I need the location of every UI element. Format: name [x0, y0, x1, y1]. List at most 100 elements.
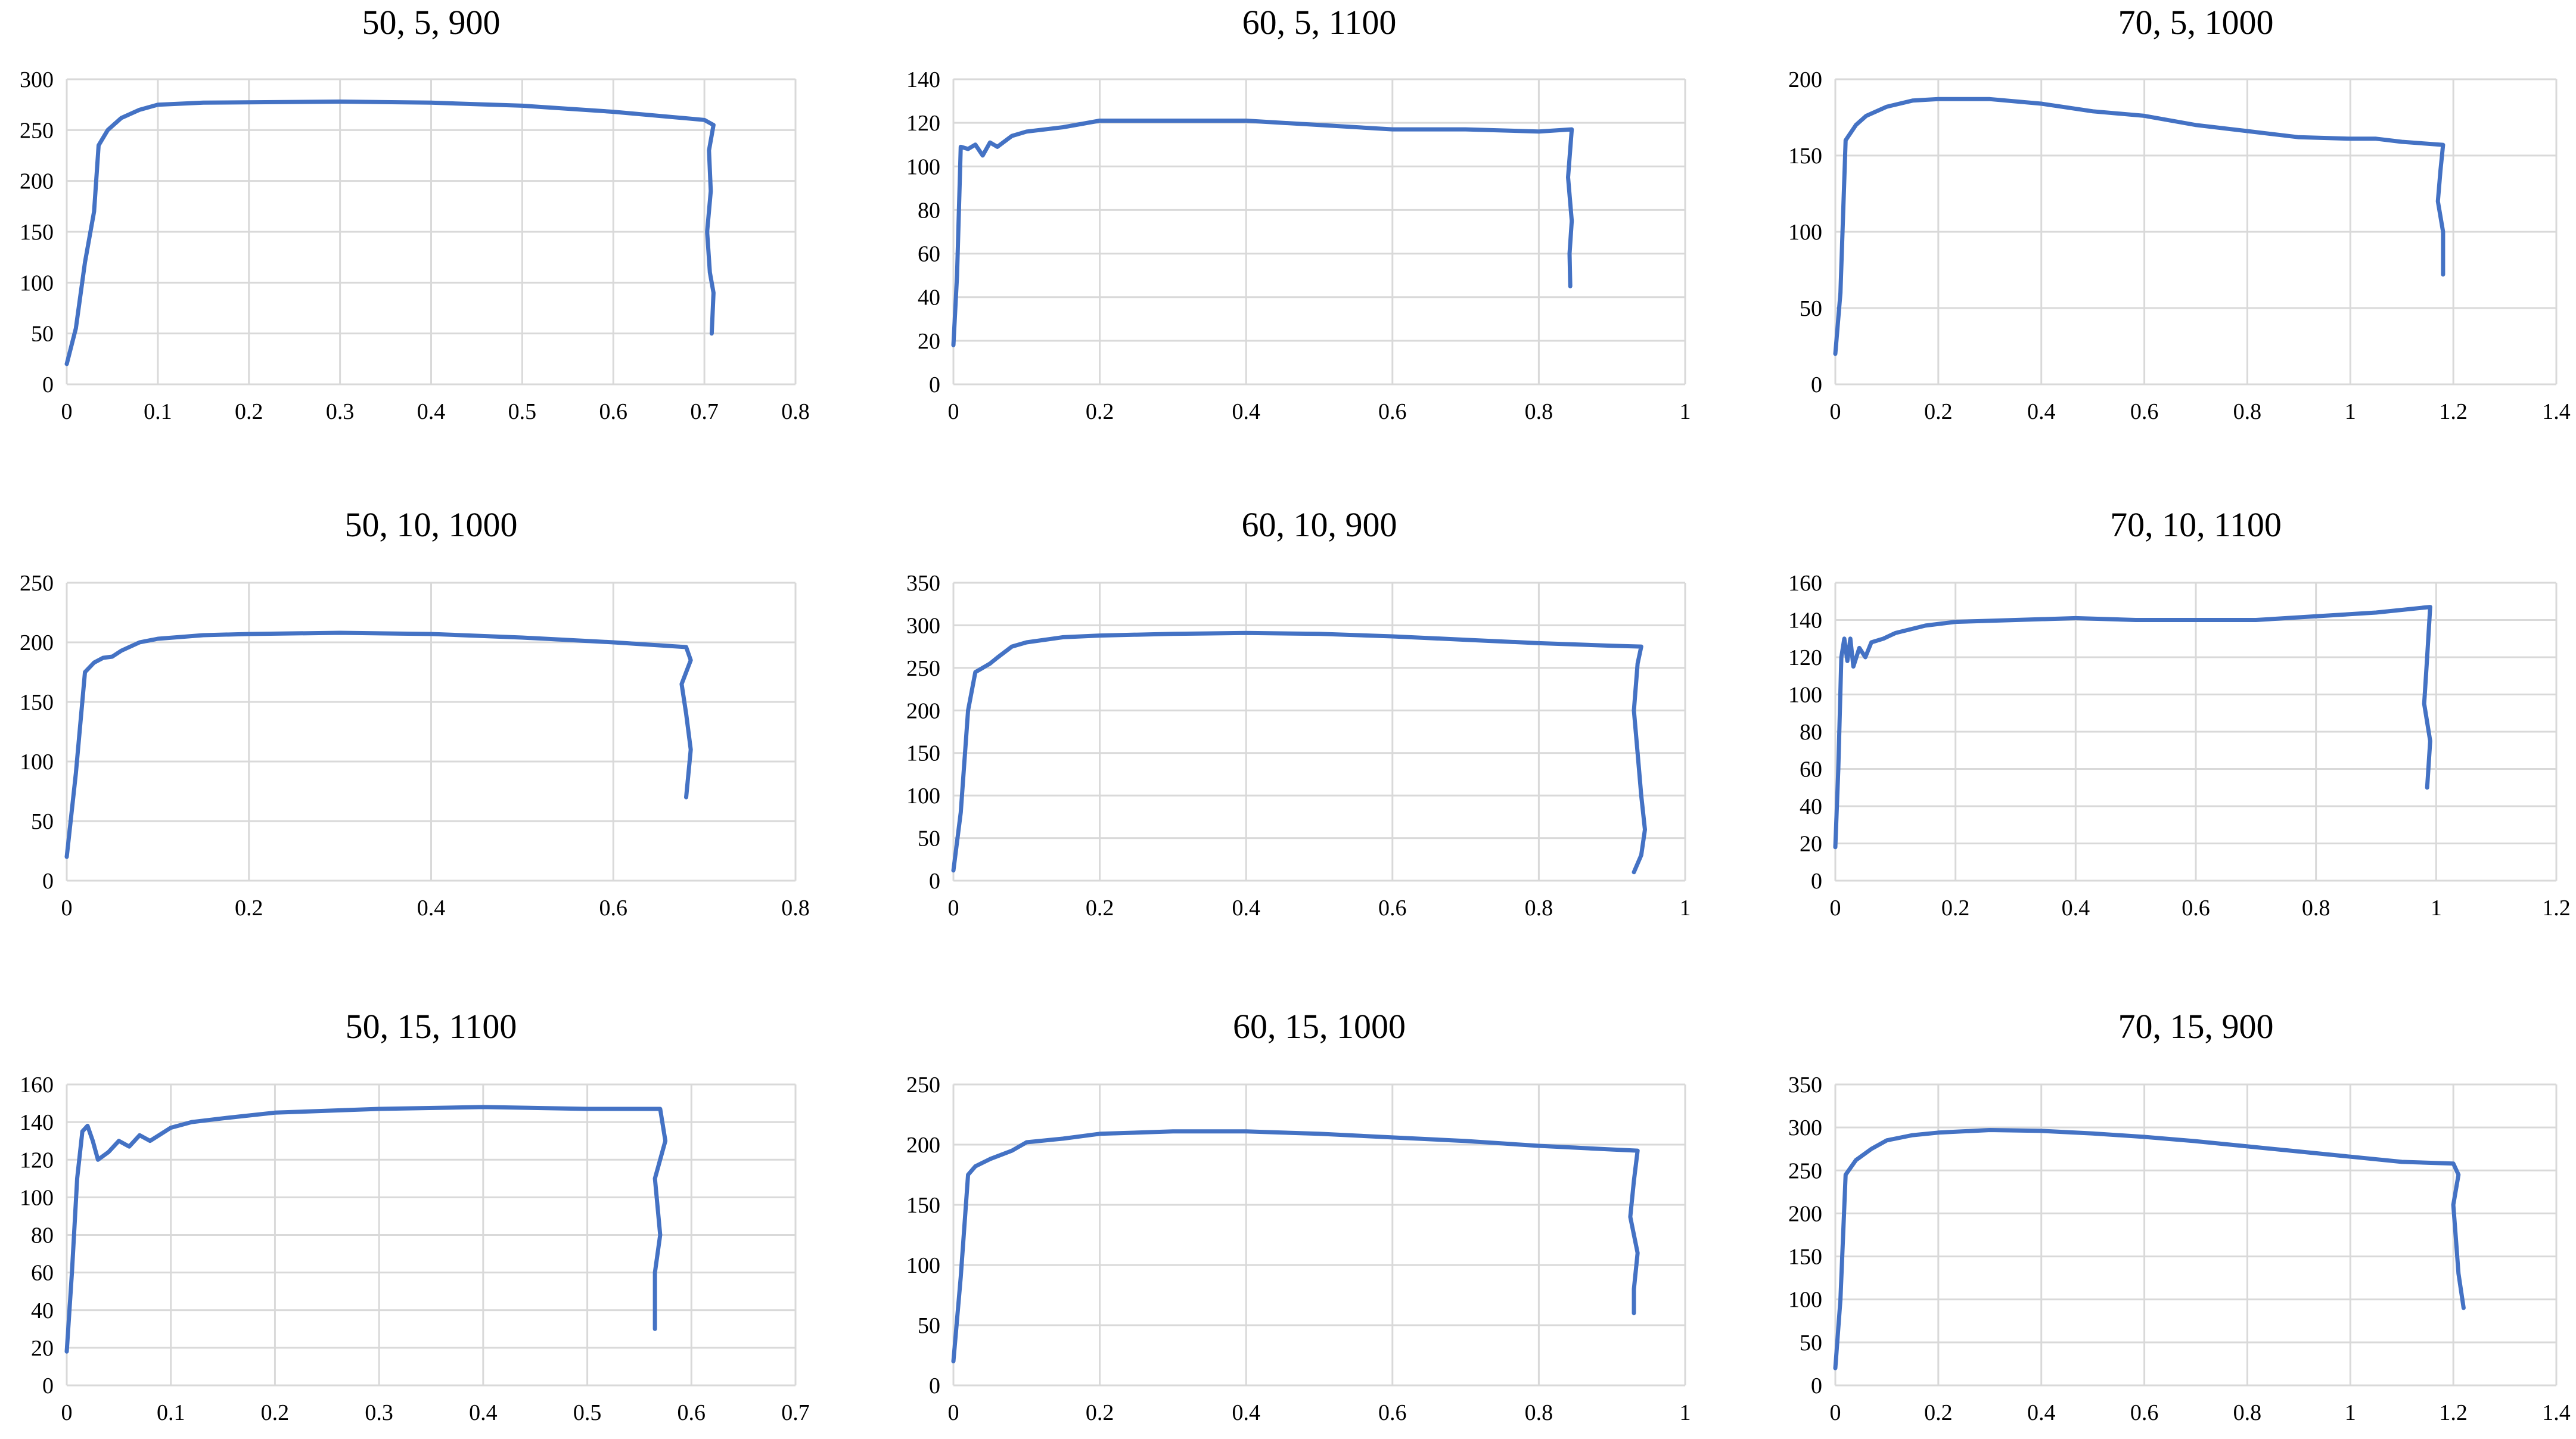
x-tick-label: 0.2	[1924, 1400, 1953, 1425]
x-tick-label: 0.5	[508, 399, 537, 424]
stress-strain-line	[64, 1105, 668, 1354]
chart-panel: 60, 5, 1100 0 20 40 60 80 100 120 140 0 0.2 0.4 0.6 0…	[906, 3, 1691, 424]
y-tick-label: 0	[929, 869, 940, 894]
y-tick-label: 200	[1788, 1201, 1822, 1226]
chart-panel: 70, 10, 1100 0 20 40 60 80 100 120 140 160 0 0.2 0.4…	[1788, 505, 2571, 921]
x-tick-label: 0.2	[1086, 1400, 1114, 1425]
x-tick-label: 0.6	[2130, 1400, 2159, 1425]
chart-panel: 60, 10, 900 0 50 100 150 200 250 300 350 0 0.2 0.4 0…	[906, 505, 1691, 921]
x-tick-label: 1	[2431, 896, 2442, 921]
x-tick-label: 0	[948, 896, 959, 921]
x-tick-label: 0.4	[1232, 399, 1260, 424]
y-tick-label: 60	[918, 242, 940, 267]
y-tick-label: 140	[20, 1110, 54, 1135]
y-tick-label: 80	[31, 1223, 54, 1248]
y-tick-label: 250	[20, 118, 54, 143]
y-tick-label: 120	[20, 1148, 54, 1173]
y-tick-label: 160	[1788, 571, 1822, 596]
y-tick-label: 300	[906, 613, 940, 638]
chart-title: 50, 15, 1100	[346, 1007, 517, 1046]
y-tick-label: 150	[906, 741, 940, 766]
y-tick-label: 0	[42, 1373, 54, 1398]
y-tick-label: 120	[906, 111, 940, 136]
x-tick-label: 1	[1680, 896, 1691, 921]
x-tick-label: 0.4	[417, 896, 446, 921]
chart-panel: 70, 15, 900 0 50 100 150 200 250 300 350 0 0.2 0.4 0…	[1788, 1007, 2571, 1425]
x-tick-label: 0.8	[1525, 399, 1553, 424]
stress-strain-line	[64, 630, 693, 859]
chart-title: 50, 5, 900	[362, 3, 501, 42]
y-tick-label: 100	[906, 784, 940, 809]
x-tick-label: 0.8	[1525, 896, 1553, 921]
y-tick-label: 40	[1800, 794, 1822, 819]
y-tick-label: 100	[1788, 683, 1822, 708]
x-tick-label: 0.6	[1378, 399, 1407, 424]
y-tick-label: 120	[1788, 645, 1822, 670]
x-tick-label: 0	[1830, 1400, 1841, 1425]
x-tick-label: 0.6	[2182, 896, 2210, 921]
x-tick-label: 0.6	[2130, 399, 2159, 424]
y-tick-label: 250	[20, 571, 54, 596]
y-tick-label: 200	[20, 630, 54, 655]
x-tick-label: 1	[2345, 399, 2356, 424]
y-tick-label: 0	[42, 869, 54, 894]
x-tick-label: 1	[1680, 399, 1691, 424]
x-tick-label: 0.1	[144, 399, 172, 424]
chart-title: 60, 5, 1100	[1242, 3, 1397, 42]
y-tick-label: 100	[1788, 220, 1822, 245]
y-tick-label: 50	[1800, 1331, 1822, 1356]
x-tick-label: 0.4	[2027, 1400, 2056, 1425]
y-tick-label: 200	[1788, 67, 1822, 92]
y-tick-label: 250	[906, 656, 940, 681]
y-tick-label: 50	[918, 1313, 940, 1338]
y-tick-label: 60	[31, 1261, 54, 1286]
chart-panel: 50, 15, 1100 0 20 40 60 80 100 120 140 160 0 0.1 0.2…	[20, 1007, 810, 1425]
x-tick-label: 0.8	[781, 399, 810, 424]
y-tick-label: 160	[20, 1073, 54, 1098]
x-tick-label: 0.8	[2233, 1400, 2262, 1425]
y-tick-label: 100	[906, 154, 940, 179]
x-tick-label: 0.8	[781, 896, 810, 921]
y-tick-label: 80	[1800, 720, 1822, 745]
x-tick-label: 0	[948, 1400, 959, 1425]
y-tick-label: 150	[1788, 1245, 1822, 1270]
x-tick-label: 0.8	[1525, 1400, 1553, 1425]
x-tick-label: 1	[2345, 1400, 2356, 1425]
chart-title: 70, 10, 1100	[2110, 505, 2282, 544]
x-tick-label: 1	[1680, 1400, 1691, 1425]
x-tick-label: 0.2	[235, 896, 263, 921]
stress-strain-line	[951, 630, 1647, 875]
x-tick-label: 0	[948, 399, 959, 424]
y-tick-label: 350	[1788, 1073, 1822, 1098]
x-tick-label: 0.6	[1378, 1400, 1407, 1425]
chart-panel: 50, 5, 900 0 50 100 150 200 250 300 0 0.1 0.2 0.3 0.…	[20, 3, 810, 424]
x-tick-label: 0	[1830, 896, 1841, 921]
stress-strain-line	[1833, 97, 2446, 356]
x-tick-label: 0.4	[2062, 896, 2090, 921]
x-tick-label: 0	[61, 1400, 73, 1425]
y-tick-label: 140	[1788, 608, 1822, 633]
y-tick-label: 50	[918, 826, 940, 851]
chart-title: 70, 5, 1000	[2118, 3, 2274, 42]
y-tick-label: 50	[1800, 296, 1822, 321]
y-tick-label: 0	[929, 372, 940, 397]
x-tick-label: 0.4	[1232, 1400, 1260, 1425]
y-tick-label: 40	[918, 285, 940, 310]
x-tick-label: 1.2	[2439, 1400, 2468, 1425]
y-tick-label: 150	[1788, 144, 1822, 169]
x-tick-label: 1.2	[2542, 896, 2571, 921]
y-tick-label: 150	[20, 690, 54, 715]
y-tick-label: 0	[929, 1373, 940, 1398]
y-tick-label: 0	[1811, 1373, 1822, 1398]
x-tick-label: 0.6	[678, 1400, 706, 1425]
y-tick-label: 0	[1811, 372, 1822, 397]
chart-title: 60, 15, 1000	[1233, 1007, 1406, 1046]
y-tick-label: 100	[1788, 1288, 1822, 1313]
x-tick-label: 0.4	[2027, 399, 2056, 424]
y-tick-label: 200	[906, 1133, 940, 1158]
y-tick-label: 20	[1800, 832, 1822, 857]
x-tick-label: 0.6	[599, 896, 628, 921]
chart-panel: 60, 15, 1000 0 50 100 150 200 250 0 0.2 0.4 0.6 0.8…	[906, 1007, 1691, 1425]
x-tick-label: 0.2	[1086, 399, 1114, 424]
